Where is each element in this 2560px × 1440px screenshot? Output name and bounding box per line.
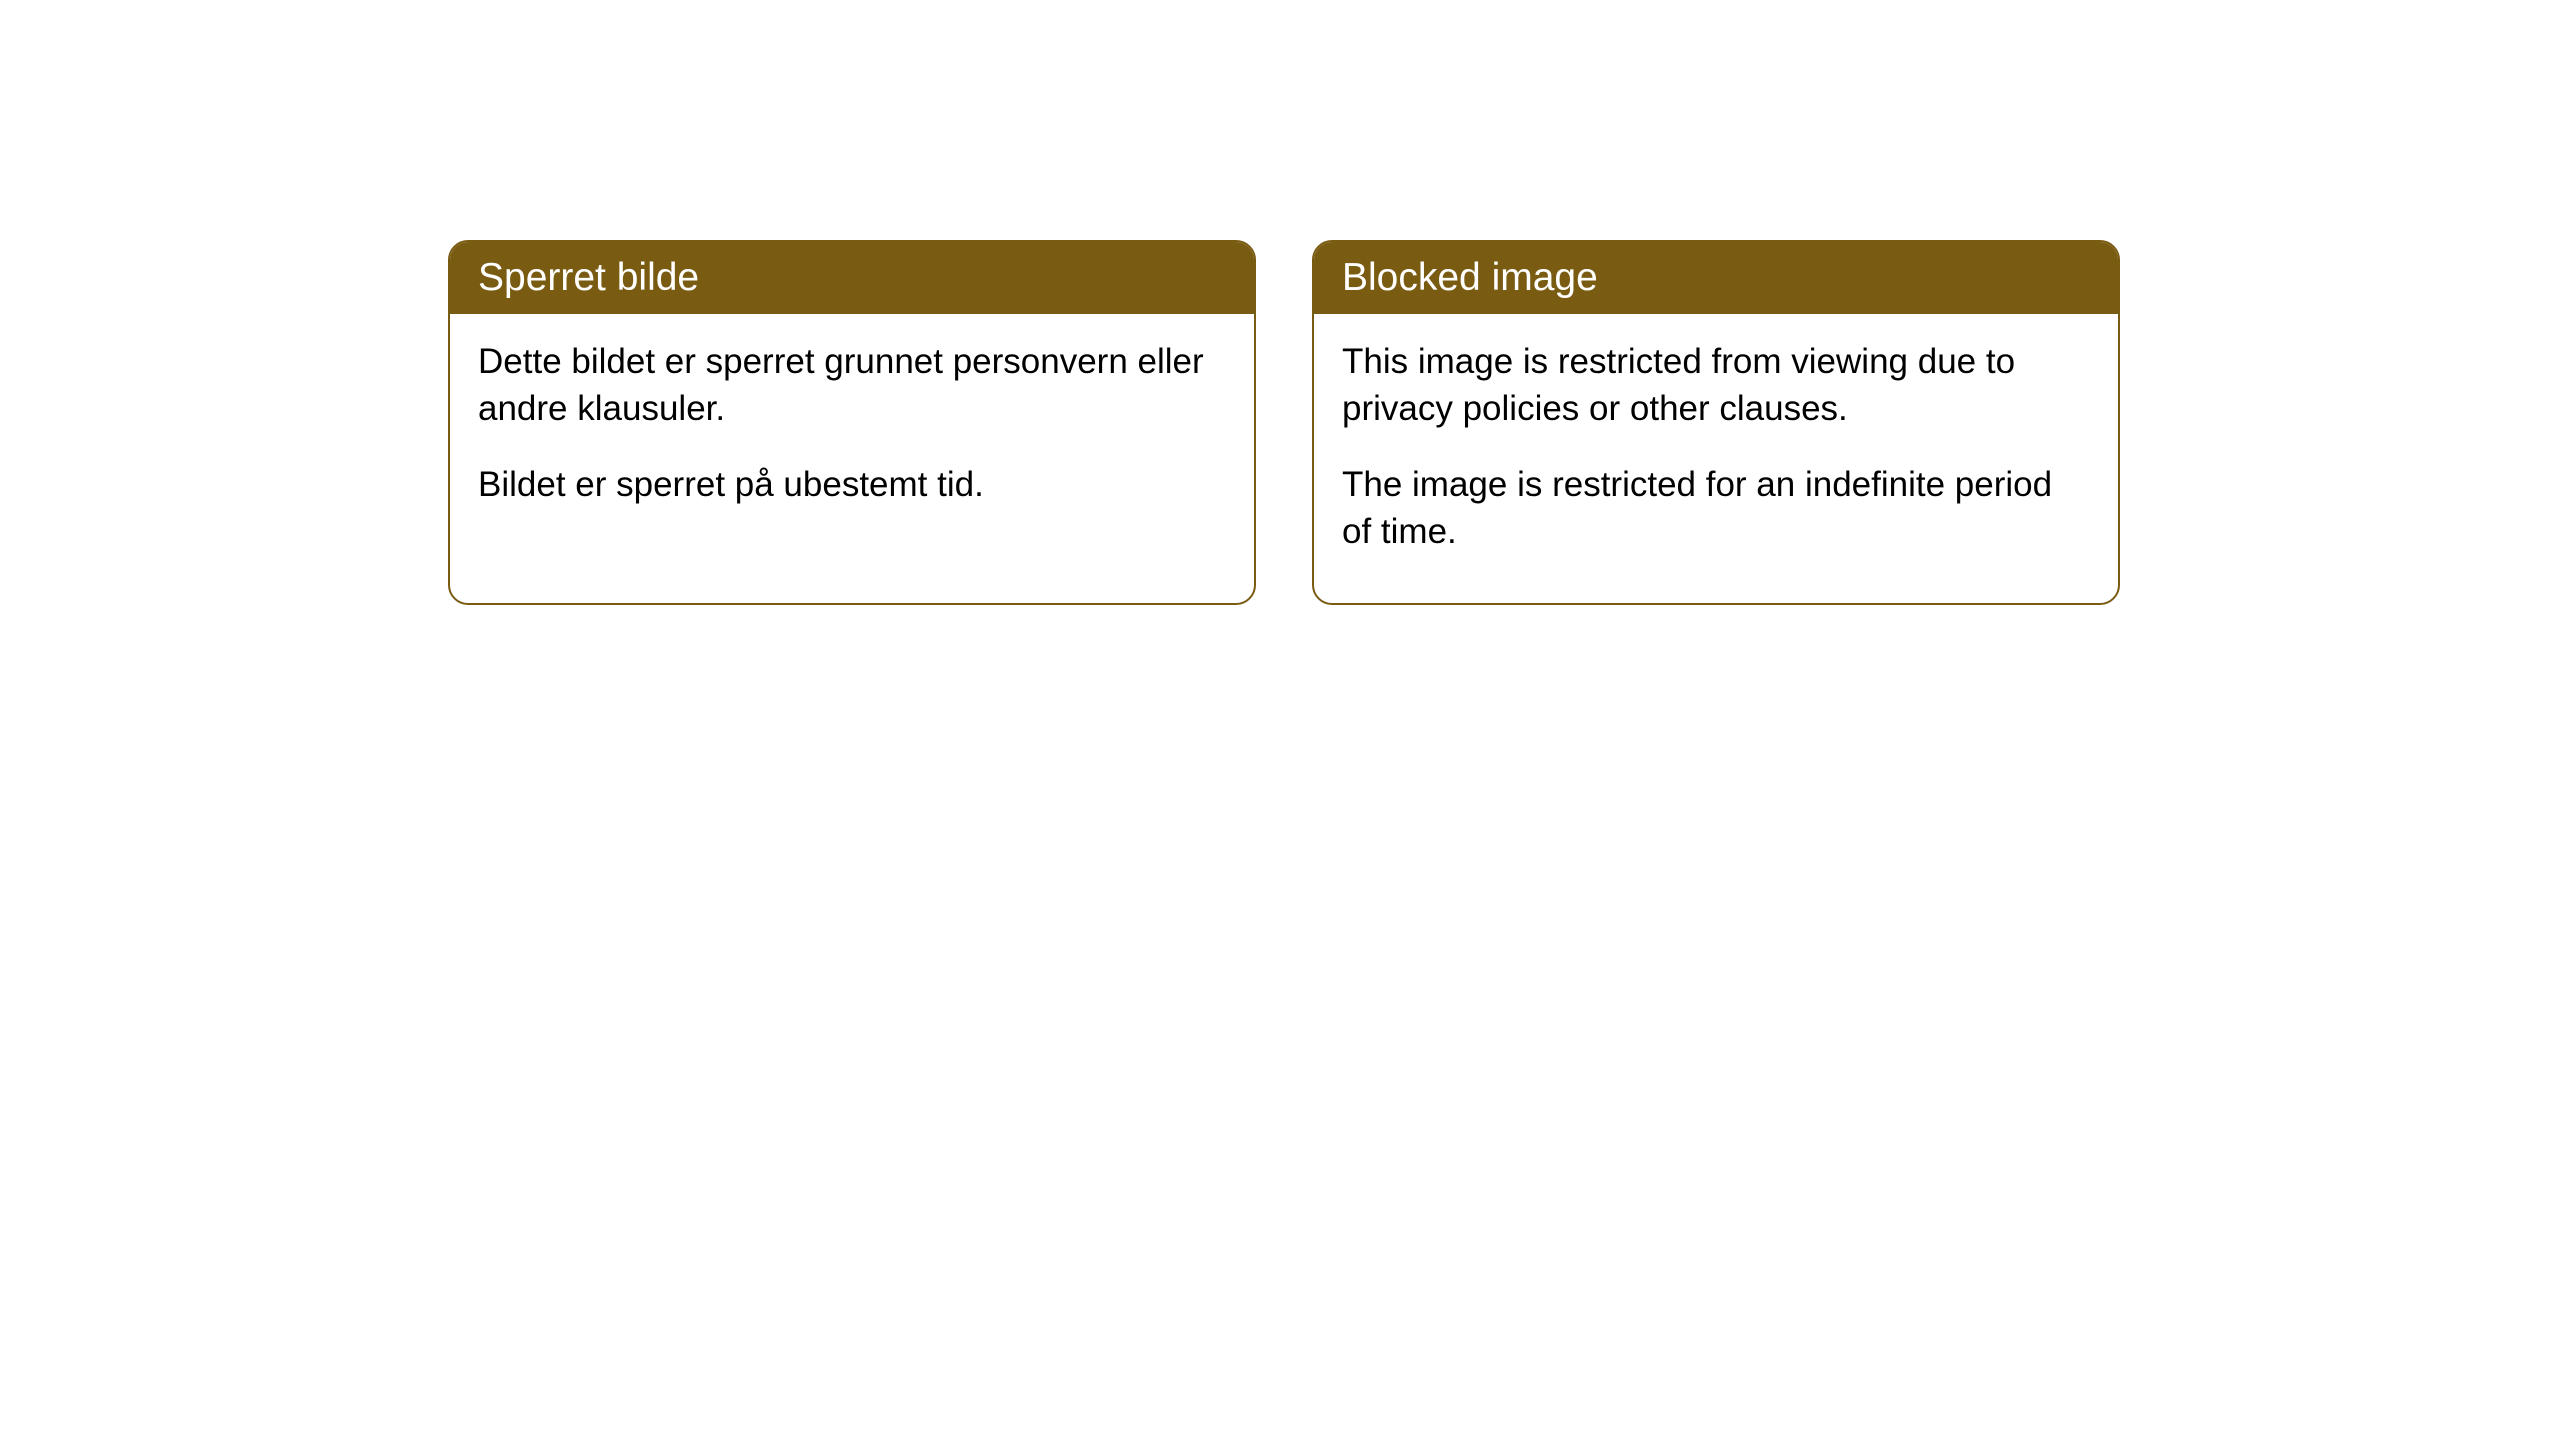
card-title: Blocked image bbox=[1342, 256, 1598, 299]
card-header: Sperret bilde bbox=[450, 242, 1254, 314]
card-paragraph: The image is restricted for an indefinit… bbox=[1342, 461, 2090, 556]
card-title: Sperret bilde bbox=[478, 256, 699, 299]
card-paragraph: This image is restricted from viewing du… bbox=[1342, 338, 2090, 433]
notice-cards-container: Sperret bilde Dette bildet er sperret gr… bbox=[448, 240, 2120, 605]
card-paragraph: Dette bildet er sperret grunnet personve… bbox=[478, 338, 1226, 433]
card-body: This image is restricted from viewing du… bbox=[1314, 314, 2118, 603]
card-header: Blocked image bbox=[1314, 242, 2118, 314]
card-body: Dette bildet er sperret grunnet personve… bbox=[450, 314, 1254, 556]
notice-card-norwegian: Sperret bilde Dette bildet er sperret gr… bbox=[448, 240, 1256, 605]
notice-card-english: Blocked image This image is restricted f… bbox=[1312, 240, 2120, 605]
card-paragraph: Bildet er sperret på ubestemt tid. bbox=[478, 461, 1226, 508]
